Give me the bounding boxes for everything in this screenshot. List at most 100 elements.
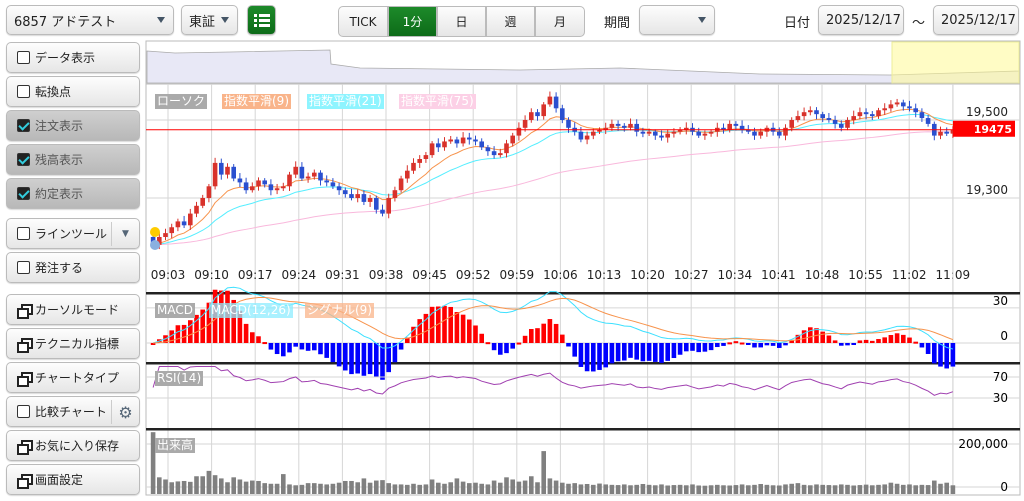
date-to-input[interactable]: 2025/12/17 (933, 5, 1019, 35)
candle-body (522, 120, 528, 128)
candle-body (702, 133, 708, 136)
period-select[interactable] (639, 5, 715, 35)
sidebar-item-11[interactable]: お気に入り保存 (6, 430, 140, 461)
candle (516, 122, 522, 141)
interval-tab-0[interactable]: TICK (338, 6, 388, 37)
chevron-down-icon (221, 17, 229, 23)
volume-bar (243, 481, 249, 494)
volume-bar (522, 480, 528, 494)
candle-body (925, 118, 931, 124)
chevron-down-icon (157, 17, 165, 23)
candle (374, 195, 379, 214)
macd-histogram-bar (181, 324, 187, 343)
macd-histogram-bar (901, 334, 906, 343)
price-tick-label: 19,300 (966, 183, 1008, 197)
candle-body (640, 131, 646, 134)
sidebar-item-4[interactable]: 約定表示 (6, 178, 140, 209)
macd-histogram-bar (677, 343, 683, 355)
candle-body (777, 131, 782, 136)
sidebar-item-10[interactable]: 比較チャート ⚙ (6, 396, 140, 427)
candle-body (547, 96, 553, 105)
symbol-select[interactable]: 6857 アドテスト (6, 5, 174, 35)
interval-tab-4[interactable]: 月 (535, 6, 585, 37)
interval-tab-1[interactable]: 1分 (388, 6, 437, 37)
macd-histogram-bar (262, 342, 267, 345)
volume-bar (733, 485, 739, 494)
interval-tab-2[interactable]: 日 (437, 6, 486, 37)
candle (566, 117, 571, 133)
chevron-down-icon[interactable]: ▼ (111, 222, 139, 246)
candle (814, 107, 819, 120)
checkbox-icon (17, 187, 30, 200)
candle-body (752, 131, 757, 136)
checkbox-icon (17, 119, 30, 132)
macd-histogram-bar (473, 325, 478, 343)
candle (460, 132, 466, 147)
gear-icon[interactable]: ⚙ (111, 400, 139, 424)
candle (268, 179, 274, 196)
candle-body (194, 205, 199, 214)
sidebar-item-8[interactable]: テクニカル指標 (6, 328, 140, 359)
candle (845, 117, 850, 131)
rsi-tick-label: 30 (993, 391, 1008, 405)
candle (547, 91, 553, 107)
candle (721, 123, 726, 134)
macd-histogram-bar (907, 337, 912, 343)
volume-bar (355, 482, 360, 494)
candle (194, 201, 199, 218)
date-from-input[interactable]: 2025/12/17 (818, 5, 904, 35)
sidebar-item-2[interactable]: 注文表示 (6, 110, 140, 141)
macd-histogram-bar (200, 309, 205, 343)
macd-histogram-bar (919, 343, 925, 348)
interval-tab-3[interactable]: 週 (486, 6, 535, 37)
macd-histogram-bar (560, 334, 565, 343)
sidebar-item-0[interactable]: データ表示 (6, 42, 140, 73)
candle (212, 157, 218, 190)
market-select[interactable]: 東証 (181, 5, 238, 35)
macd-histogram-bar (727, 342, 732, 345)
candle (888, 100, 894, 112)
candle-body (219, 162, 224, 175)
list-menu-button[interactable] (247, 5, 276, 35)
sidebar-item-3[interactable]: 残高表示 (6, 144, 140, 175)
volume-bar (349, 480, 354, 494)
candle-body (429, 143, 435, 156)
sidebar-item-9[interactable]: チャートタイプ (6, 362, 140, 393)
volume-bar (231, 477, 236, 494)
candle-body (882, 108, 887, 111)
volume-bar (367, 482, 373, 494)
volume-bar (181, 480, 187, 494)
volume-bar (622, 484, 627, 494)
macd-histogram-bar (491, 343, 497, 351)
candle-body (907, 106, 912, 109)
candle (169, 223, 174, 239)
checkbox-icon (17, 227, 30, 240)
volume-bar (671, 485, 677, 494)
sidebar-item-7[interactable]: カーソルモード (6, 294, 140, 325)
candle (925, 114, 931, 127)
candle (789, 117, 794, 132)
chevron-down-icon (698, 17, 706, 23)
volume-bar (894, 483, 900, 494)
candle-body (863, 112, 869, 115)
candle-body (380, 209, 385, 214)
candle-body (392, 190, 398, 198)
candle (231, 164, 236, 182)
candle-body (808, 110, 813, 113)
volume-bar (188, 481, 193, 494)
candle (479, 138, 484, 151)
candle (163, 228, 168, 241)
ema9-line (152, 108, 953, 246)
sidebar-item-1[interactable]: 転換点 (6, 76, 140, 107)
candle-body (591, 131, 596, 136)
sidebar-item-5[interactable]: ラインツール ▼ (6, 218, 140, 249)
macd-histogram-bar (591, 343, 596, 372)
volume-bar (157, 477, 162, 494)
candle (324, 175, 329, 187)
volume-bar (194, 476, 199, 494)
volume-bar (572, 483, 577, 494)
sidebar-item-label: 残高表示 (35, 153, 84, 167)
sidebar-item-6[interactable]: 発注する (6, 252, 140, 283)
sidebar-item-12[interactable]: 画面設定 (6, 464, 140, 495)
